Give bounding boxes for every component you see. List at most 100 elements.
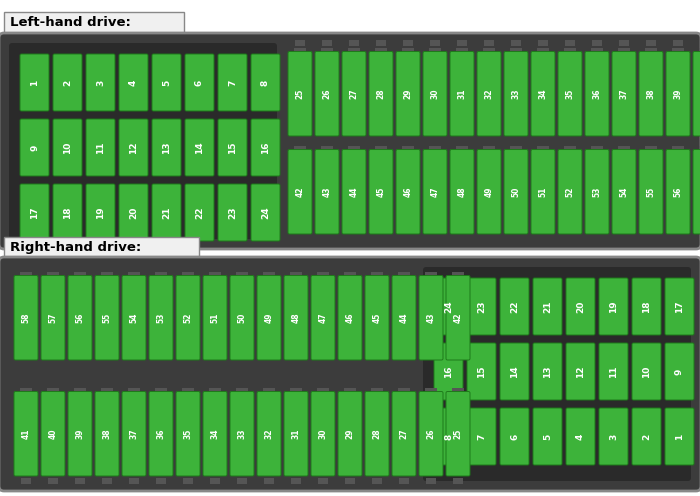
Text: 3: 3 xyxy=(609,434,618,439)
Bar xyxy=(430,40,440,46)
FancyBboxPatch shape xyxy=(342,149,366,234)
Bar xyxy=(591,48,603,55)
Bar xyxy=(102,478,112,484)
Bar xyxy=(317,272,329,279)
FancyBboxPatch shape xyxy=(531,52,555,136)
Text: 50: 50 xyxy=(512,186,521,197)
Text: 9: 9 xyxy=(30,144,39,151)
FancyBboxPatch shape xyxy=(86,54,115,111)
Text: 1: 1 xyxy=(675,434,684,439)
Bar xyxy=(101,388,113,395)
FancyBboxPatch shape xyxy=(218,184,247,241)
Bar xyxy=(402,146,414,153)
FancyBboxPatch shape xyxy=(500,278,529,335)
Text: 30: 30 xyxy=(430,88,440,99)
FancyBboxPatch shape xyxy=(41,391,65,476)
Bar xyxy=(375,48,387,55)
FancyBboxPatch shape xyxy=(477,52,501,136)
Text: 56: 56 xyxy=(76,312,85,323)
FancyBboxPatch shape xyxy=(365,391,389,476)
Bar xyxy=(429,48,441,55)
Bar xyxy=(209,272,221,279)
Bar xyxy=(74,388,86,395)
Bar xyxy=(4,12,184,34)
FancyBboxPatch shape xyxy=(218,119,247,176)
FancyBboxPatch shape xyxy=(14,275,38,360)
Bar xyxy=(318,478,328,484)
Bar xyxy=(425,388,437,395)
Bar xyxy=(224,184,241,189)
FancyBboxPatch shape xyxy=(95,391,119,476)
FancyBboxPatch shape xyxy=(423,149,447,234)
FancyBboxPatch shape xyxy=(14,391,38,476)
Bar xyxy=(20,272,32,279)
FancyBboxPatch shape xyxy=(665,278,694,335)
Bar xyxy=(348,146,360,153)
FancyBboxPatch shape xyxy=(500,343,529,400)
Text: 22: 22 xyxy=(195,206,204,219)
FancyBboxPatch shape xyxy=(53,54,82,111)
Bar xyxy=(538,40,548,46)
FancyBboxPatch shape xyxy=(20,184,49,241)
Text: 31: 31 xyxy=(291,429,300,439)
FancyBboxPatch shape xyxy=(369,149,393,234)
Bar xyxy=(672,146,684,153)
Bar xyxy=(510,146,522,153)
FancyBboxPatch shape xyxy=(369,52,393,136)
Bar xyxy=(440,408,457,414)
Bar xyxy=(155,388,167,395)
FancyBboxPatch shape xyxy=(176,275,200,360)
Text: 36: 36 xyxy=(157,429,165,439)
Text: 14: 14 xyxy=(510,365,519,378)
Bar xyxy=(158,54,175,60)
Bar xyxy=(671,343,688,349)
FancyBboxPatch shape xyxy=(203,275,227,360)
Text: 54: 54 xyxy=(130,312,139,323)
Bar xyxy=(92,184,109,189)
FancyBboxPatch shape xyxy=(533,278,562,335)
Text: 18: 18 xyxy=(63,206,72,219)
FancyBboxPatch shape xyxy=(585,52,609,136)
Text: Left-hand drive:: Left-hand drive: xyxy=(10,16,131,29)
Bar xyxy=(26,184,43,189)
Bar xyxy=(321,48,333,55)
FancyBboxPatch shape xyxy=(392,275,416,360)
FancyBboxPatch shape xyxy=(122,275,146,360)
Bar xyxy=(371,272,383,279)
Text: 49: 49 xyxy=(484,186,494,197)
Text: 25: 25 xyxy=(295,89,304,99)
Bar xyxy=(483,48,495,55)
FancyBboxPatch shape xyxy=(185,119,214,176)
Bar xyxy=(257,54,274,60)
Text: 18: 18 xyxy=(642,300,651,313)
Text: 50: 50 xyxy=(237,312,246,323)
Text: 11: 11 xyxy=(609,365,618,378)
Text: 39: 39 xyxy=(673,88,682,99)
Text: 33: 33 xyxy=(237,429,246,439)
FancyBboxPatch shape xyxy=(423,52,447,136)
Bar xyxy=(344,388,356,395)
FancyBboxPatch shape xyxy=(311,275,335,360)
Bar xyxy=(48,478,58,484)
FancyBboxPatch shape xyxy=(599,408,628,465)
Bar xyxy=(128,388,140,395)
Text: 22: 22 xyxy=(510,300,519,313)
FancyBboxPatch shape xyxy=(632,408,661,465)
Bar xyxy=(92,119,109,124)
Text: 19: 19 xyxy=(96,206,105,219)
FancyBboxPatch shape xyxy=(315,149,339,234)
Bar xyxy=(322,40,332,46)
Bar xyxy=(510,48,522,55)
Bar xyxy=(156,478,166,484)
Bar xyxy=(671,408,688,414)
Bar xyxy=(183,478,192,484)
Bar xyxy=(237,478,247,484)
Text: 9: 9 xyxy=(675,369,684,374)
Text: 54: 54 xyxy=(620,186,629,197)
FancyBboxPatch shape xyxy=(666,52,690,136)
FancyBboxPatch shape xyxy=(665,408,694,465)
Bar xyxy=(21,478,31,484)
Text: 1: 1 xyxy=(30,79,39,86)
Text: 51: 51 xyxy=(211,312,220,323)
Text: 28: 28 xyxy=(377,88,386,99)
